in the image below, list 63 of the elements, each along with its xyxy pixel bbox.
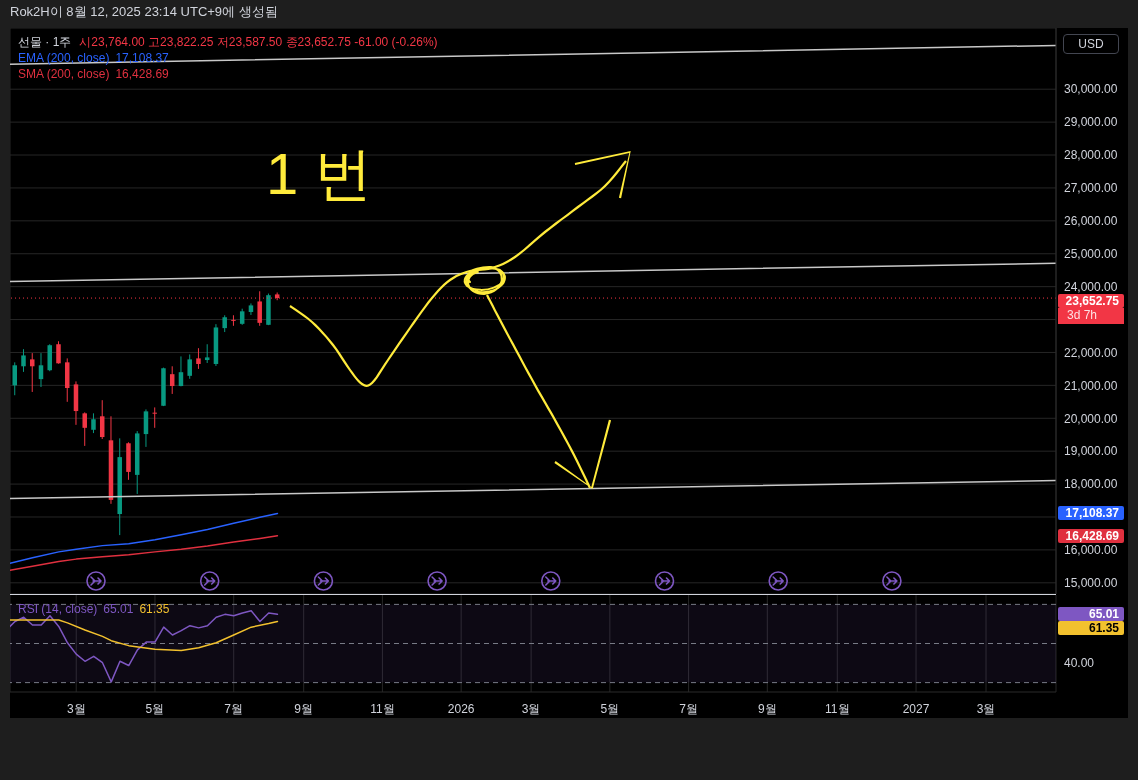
- x-tick-label: 7월: [224, 701, 244, 716]
- candlestick: [204, 343, 210, 364]
- y-tick-label: 15,000.00: [1064, 576, 1118, 591]
- x-tick-label: 5월: [145, 701, 165, 716]
- y-tick-label: 21,000.00: [1064, 378, 1118, 393]
- x-tick-label: 2026: [447, 701, 475, 716]
- y-tick-label: 26,000.00: [1064, 214, 1118, 229]
- x-tick-label: 9월: [294, 701, 314, 716]
- y-tick-label: 20,000.00: [1064, 411, 1118, 426]
- y-tick-label: 28,000.00: [1064, 148, 1118, 163]
- text: 40.00: [1064, 656, 1095, 670]
- candlestick: [231, 314, 236, 327]
- candlestick: [99, 399, 105, 440]
- text: 61.35: [1088, 621, 1119, 636]
- text: SMA (200, close): [18, 67, 110, 81]
- y-tick-label: 29,000.00: [1064, 115, 1118, 130]
- legend-label: RSI (14, close): [18, 602, 98, 616]
- x-tick-label: 11월: [370, 701, 395, 716]
- x-tick-label: 7월: [679, 701, 698, 716]
- ref-line-label: 23,652.75: [1065, 293, 1119, 308]
- x-tick-label: 3월: [976, 701, 996, 716]
- y-axis-title: USD: [1078, 37, 1104, 51]
- y-tick-label: 24,000.00: [1064, 279, 1118, 294]
- candlestick: [143, 408, 149, 448]
- line-series: [10, 512, 279, 565]
- x-tick-label: 9월: [757, 701, 777, 716]
- candlestick: [30, 352, 35, 393]
- y-tick-label: 30,000.00: [1064, 82, 1118, 97]
- candlestick: [82, 411, 87, 447]
- y-tick-label: 27,000.00: [1064, 181, 1118, 196]
- candlestick: [169, 365, 175, 395]
- x-tick-label: 2027: [902, 701, 930, 716]
- text: 16,428.69: [1065, 528, 1119, 543]
- annotation: 65.01: [103, 602, 134, 616]
- text: 시23,764.00 고23,822.25 저23,587.50 종23,652.75 -61.00 (-0.26%): [79, 35, 438, 49]
- y-tick-label: 25,000.00: [1064, 247, 1118, 261]
- candlestick: [12, 361, 17, 396]
- line-series: [10, 535, 279, 572]
- text: 65.01: [1088, 607, 1119, 622]
- y-tick-label: 22,000.00: [1064, 345, 1118, 360]
- x-tick-label: 3월: [521, 701, 541, 716]
- candlestick: [56, 340, 61, 365]
- annotation: 1번: [266, 141, 389, 206]
- text: Rok2H이 8월 12, 2025 23:14 UTC+9에 생성됨: [10, 4, 278, 19]
- annotation: 16,428.69: [115, 67, 169, 81]
- candlestick: [21, 348, 26, 373]
- candlestick: [91, 412, 96, 434]
- y-tick-label: 19,000.00: [1064, 444, 1118, 459]
- x-tick-label: 3월: [66, 701, 86, 716]
- candlestick: [196, 347, 201, 370]
- text: 3d 7h: [1067, 307, 1098, 322]
- candlestick: [187, 353, 192, 380]
- x-tick-label: 5월: [600, 701, 620, 716]
- candlestick: [152, 406, 157, 429]
- y-tick-label: 18,000.00: [1064, 477, 1118, 492]
- text: 선물 · 1주: [18, 35, 72, 49]
- text: 17,108.37: [1065, 506, 1119, 521]
- annotation: 61.35: [139, 602, 170, 616]
- candlestick: [38, 352, 44, 388]
- text: EMA (200, close): [18, 51, 110, 65]
- x-tick-label: 11월: [825, 701, 850, 716]
- y-tick-label: 16,000.00: [1064, 543, 1118, 558]
- candlestick: [178, 355, 184, 387]
